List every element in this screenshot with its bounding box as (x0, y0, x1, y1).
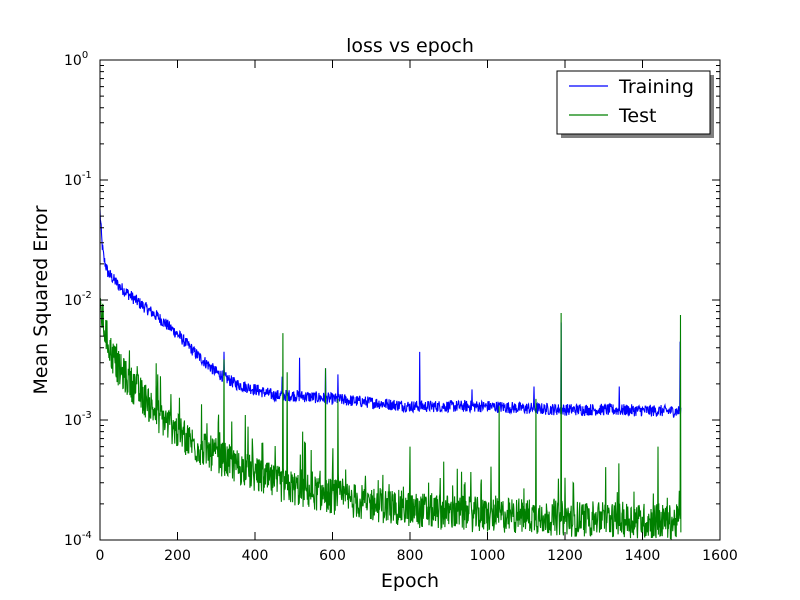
x-axis-label: Epoch (381, 570, 439, 592)
legend-label-training: Training (618, 76, 694, 98)
x-tick-label: 1200 (547, 548, 583, 564)
x-tick-label: 200 (164, 548, 191, 564)
series-line-training (99, 209, 682, 418)
x-tick-label: 600 (319, 548, 346, 564)
y-tick-label: 10-2 (64, 290, 92, 309)
plot-lines (99, 209, 682, 540)
x-tick-label: 1000 (470, 548, 506, 564)
x-tick-label: 0 (96, 548, 105, 564)
x-tick-label: 800 (397, 548, 424, 564)
y-tick-label: 100 (64, 50, 88, 69)
y-tick-label: 10-1 (64, 170, 92, 189)
legend-label-test: Test (618, 105, 656, 127)
y-axis-ticks: 10-4 10-3 10-2 10-1 100 (64, 50, 720, 549)
legend-box (556, 70, 711, 135)
y-axis-label: Mean Squared Error (30, 205, 52, 394)
x-tick-label: 400 (242, 548, 269, 564)
y-tick-label: 10-3 (64, 410, 92, 429)
x-tick-label: 1600 (702, 548, 738, 564)
legend: Training Test (556, 70, 714, 138)
chart-title: loss vs epoch (346, 35, 474, 57)
series-line-test (99, 298, 682, 540)
x-axis-ticks: 0 200 400 600 800 1000 1200 1400 1600 (96, 60, 738, 564)
x-tick-label: 1400 (625, 548, 661, 564)
y-tick-label: 10-4 (64, 530, 92, 549)
